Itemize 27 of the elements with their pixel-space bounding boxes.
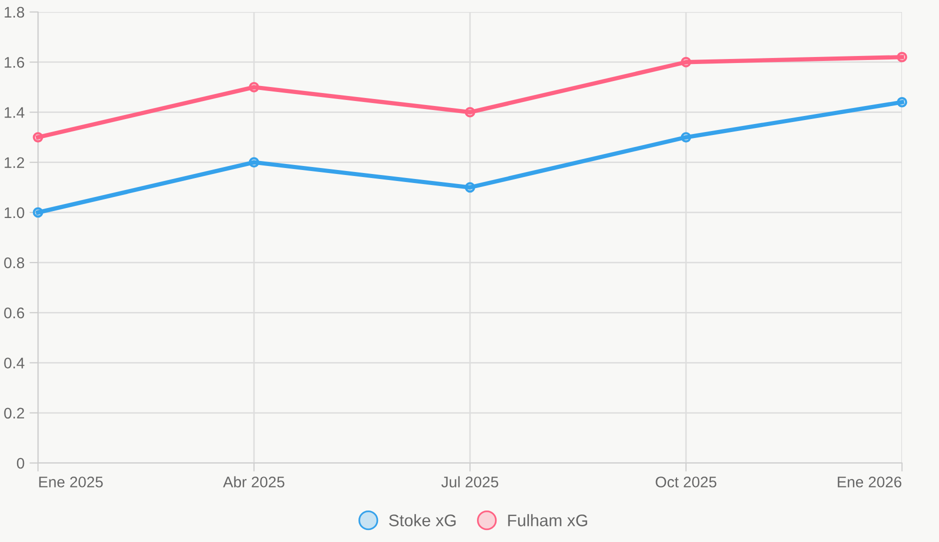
point xyxy=(248,82,260,92)
legend-label: Stoke xG xyxy=(389,514,456,526)
y-tick-label: 0.6 xyxy=(4,308,24,318)
point xyxy=(464,107,476,118)
point xyxy=(248,157,260,168)
x-tick-label: Ene 2026 xyxy=(838,476,902,488)
point xyxy=(32,132,44,142)
point xyxy=(32,207,44,218)
y-tick-label: 1.0 xyxy=(4,207,24,218)
y-tick-label: 1.8 xyxy=(4,6,24,18)
x-tick-label: Abr 2025 xyxy=(223,476,284,488)
x-tick-label: Oct 2025 xyxy=(656,476,716,488)
x-tick-label: Jul 2025 xyxy=(441,476,498,488)
point xyxy=(680,56,692,68)
x-tick-label: Ene 2025 xyxy=(39,476,103,488)
point xyxy=(464,182,476,193)
y-tick-label: 0.2 xyxy=(4,408,24,419)
legend-label: Fulham xG xyxy=(508,514,588,526)
y-tick-label: 1.2 xyxy=(4,157,24,168)
point xyxy=(896,52,908,62)
y-tick-label: 1.4 xyxy=(4,107,24,118)
y-tick-label: 1.6 xyxy=(4,56,24,68)
y-tick-label: 0 xyxy=(16,458,24,469)
y-tick-label: 0.8 xyxy=(4,257,24,268)
point xyxy=(896,96,908,108)
y-tick-label: 0.4 xyxy=(4,358,24,368)
point xyxy=(680,132,692,142)
